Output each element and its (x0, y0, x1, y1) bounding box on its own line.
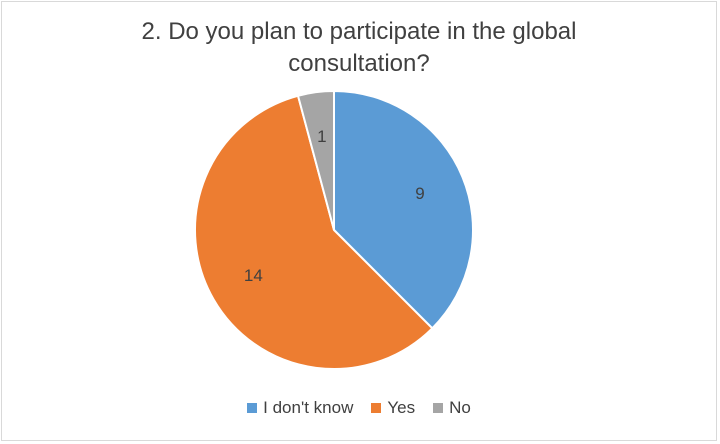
legend-item-yes: Yes (371, 398, 415, 418)
chart-title-line-1: 2. Do you plan to participate in the glo… (141, 18, 577, 45)
legend-swatch-no (433, 403, 444, 413)
legend-item-i-dont-know: I don't know (247, 398, 353, 418)
pie-slice-yes (194, 94, 434, 370)
chart-title: 2. Do you plan to participate in the glo… (0, 16, 718, 80)
legend-label-no: No (449, 398, 471, 417)
pie-slice-no (296, 89, 335, 231)
pie-slice-i-dont-know (333, 89, 474, 330)
legend-swatch-yes (371, 403, 382, 413)
legend-label-i-dont-know: I don't know (263, 398, 354, 417)
chart-title-line-2: consultation? (288, 50, 430, 77)
legend-item-no: No (433, 398, 471, 418)
legend: I don't know Yes No (0, 398, 718, 418)
data-label-yes: 14 (244, 266, 263, 285)
data-label-i-dont-know: 9 (415, 184, 424, 203)
legend-label-yes: Yes (387, 398, 416, 417)
data-label-no: 1 (317, 127, 326, 146)
legend-swatch-i-dont-know (247, 403, 258, 413)
